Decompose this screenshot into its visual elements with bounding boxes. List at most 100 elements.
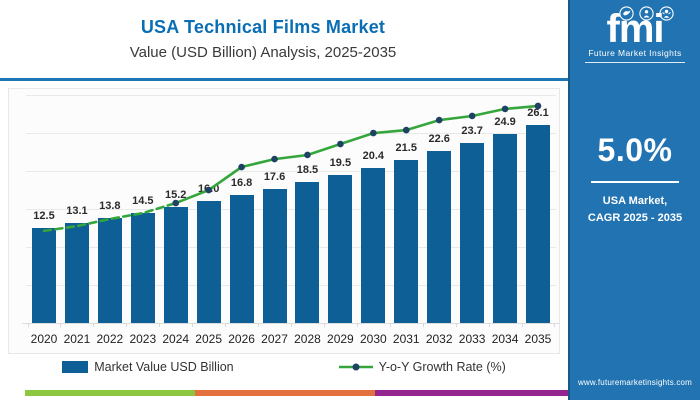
x-axis-labels: 2020 2021 2022 2023 2024 2025 2026 2027 2028 2029… <box>26 332 556 348</box>
grid-line <box>26 247 556 248</box>
x-axis-label-2020: 2020 <box>30 332 58 346</box>
line-marker <box>534 102 542 110</box>
bar-2035 <box>526 124 550 323</box>
x-axis-label-2023: 2023 <box>129 332 157 346</box>
bar-2033 <box>460 142 485 323</box>
bar-2031 <box>394 159 419 323</box>
cagr-block: 5.0% USA Market, CAGR 2025 - 2035 <box>570 132 700 226</box>
brand-panel: fmi Future Market Insights 5.0% USA Mark… <box>568 0 700 400</box>
bar-value-label: 17.6 <box>263 171 286 184</box>
person-globe-icon <box>638 6 654 21</box>
line-marker <box>271 155 278 163</box>
bar-swatch-icon <box>62 361 89 373</box>
bar-value-label: 13.1 <box>66 205 88 218</box>
x-axis-label-2032: 2032 <box>425 332 453 346</box>
line-marker-icon <box>338 363 373 371</box>
footer-strip-segment <box>375 390 570 396</box>
line-marker <box>501 105 509 113</box>
bar-2029 <box>328 174 353 323</box>
bar-value-label: 15.2 <box>165 189 187 202</box>
x-axis-label-2033: 2033 <box>458 332 486 346</box>
line-marker <box>435 116 443 124</box>
x-axis-tick <box>225 323 227 327</box>
bar-value-label: 23.7 <box>461 124 483 137</box>
line-marker <box>468 112 476 120</box>
bar-value-label: 14.5 <box>132 194 154 207</box>
fmi-logo-text: fmi <box>606 7 665 51</box>
x-axis-label-2024: 2024 <box>162 332 190 346</box>
header-divider <box>0 78 568 81</box>
x-axis-label-2031: 2031 <box>392 332 420 346</box>
grid-line <box>26 285 556 286</box>
bar-2023 <box>130 212 155 323</box>
line-marker <box>238 163 245 171</box>
bar-value-label: 26.1 <box>527 106 549 119</box>
bar-value-label: 21.5 <box>395 141 417 154</box>
x-axis-tick <box>323 323 325 327</box>
bar-value-label: 18.5 <box>296 164 319 177</box>
x-axis-tick <box>356 323 358 327</box>
fmi-logo: fmi Future Market Insights <box>570 6 700 63</box>
bar-2020 <box>32 228 56 323</box>
bar-value-label: 19.5 <box>329 156 352 169</box>
x-axis-tick <box>291 323 292 327</box>
x-axis-tick <box>422 323 424 327</box>
page-subtitle: Value (USD Billion) Analysis, 2025-2035 <box>129 44 397 61</box>
bar-2026 <box>229 195 254 323</box>
line-marker <box>172 199 180 207</box>
x-axis-label-2027: 2027 <box>261 332 288 346</box>
chart-plot: 12.513.113.814.515.216.016.817.618.519.5… <box>22 95 560 327</box>
bar-2034 <box>493 133 518 323</box>
x-axis-label-2022: 2022 <box>96 332 124 346</box>
fmi-logo-tagline: Future Market Insights <box>588 47 682 58</box>
line-marker <box>337 140 344 148</box>
grid-line <box>26 171 556 172</box>
x-axis-tick <box>389 323 391 327</box>
cagr-label: USA Market, CAGR 2025 - 2035 <box>587 195 683 224</box>
bar-2032 <box>427 151 452 323</box>
x-axis-label-2035: 2035 <box>524 332 552 346</box>
cagr-value: 5.0% <box>597 132 673 168</box>
bar-2024 <box>163 207 188 323</box>
x-axis-label-2034: 2034 <box>491 332 519 346</box>
x-axis-tick <box>159 323 161 327</box>
line-marker <box>402 126 410 134</box>
chart-legend: Market Value USD Billion Y-o-Y Growth Ra… <box>0 360 568 374</box>
bar-value-label: 22.6 <box>428 133 450 146</box>
x-axis-tick <box>126 323 128 327</box>
x-axis-label-2030: 2030 <box>359 332 387 346</box>
legend-item-market-value: Market Value USD Billion <box>62 360 234 374</box>
x-axis-label-2026: 2026 <box>228 332 255 346</box>
cagr-divider <box>591 181 679 183</box>
line-marker <box>304 151 311 159</box>
chart-header: USA Technical Films Market Value (USD Bi… <box>0 0 568 78</box>
bar-value-label: 20.4 <box>362 149 385 162</box>
x-axis-label-2029: 2029 <box>327 332 354 346</box>
fmi-logo-icons <box>592 6 700 21</box>
bar-value-label: 13.8 <box>99 200 121 213</box>
bar-2022 <box>97 218 122 323</box>
x-axis-label-2021: 2021 <box>63 332 91 346</box>
bar-value-label: 12.5 <box>33 210 55 222</box>
x-axis-tick <box>60 323 62 327</box>
bar-value-label: 16.8 <box>230 177 253 190</box>
x-axis-tick <box>455 323 457 327</box>
footer-strip-segment <box>25 390 195 396</box>
x-axis-label-2028: 2028 <box>294 332 321 346</box>
grid-line <box>26 95 556 96</box>
bar-value-label: 24.9 <box>494 115 516 128</box>
growth-rate-line <box>42 102 542 233</box>
bar-2021 <box>64 223 89 323</box>
page-title: USA Technical Films Market <box>140 17 386 37</box>
x-axis-tick <box>521 323 523 327</box>
dove-icon <box>618 6 634 21</box>
x-axis-tick <box>27 323 29 327</box>
bar-2028 <box>295 182 320 323</box>
fmi-logo-rule <box>585 61 685 63</box>
x-axis-tick <box>258 323 260 327</box>
chart-area: 12.513.113.814.515.216.016.817.618.519.5… <box>8 88 560 354</box>
legend-label-market-value: Market Value USD Billion <box>94 360 234 374</box>
bar-2027 <box>262 189 287 323</box>
x-axis-label-2025: 2025 <box>195 332 222 346</box>
website-url: www.futuremarketinsights.com <box>577 378 693 387</box>
